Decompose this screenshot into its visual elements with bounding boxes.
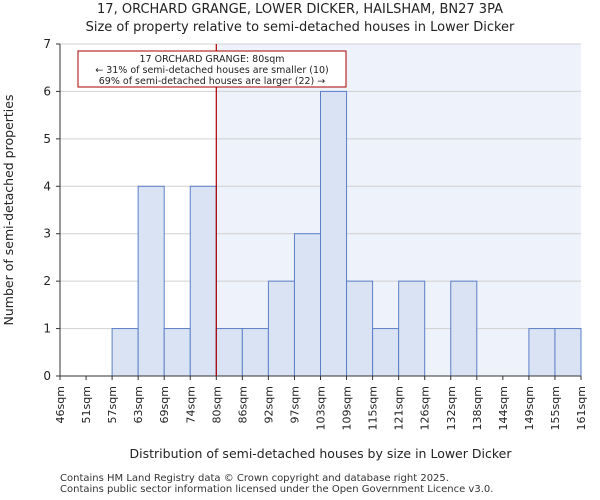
y-tick-label: 5 — [43, 132, 51, 146]
y-tick-label: 7 — [43, 37, 51, 51]
x-tick-label: 92sqm — [262, 386, 275, 423]
x-tick-label: 132sqm — [445, 386, 458, 430]
chart-title: 17, ORCHARD GRANGE, LOWER DICKER, HAILSH… — [97, 2, 503, 17]
x-tick-label: 144sqm — [497, 386, 510, 430]
x-tick-label: 161sqm — [575, 386, 588, 430]
footer-copyright: Contains HM Land Registry data © Crown c… — [60, 473, 449, 484]
x-tick-label: 80sqm — [210, 386, 223, 423]
y-axis-label: Number of semi-detached properties — [1, 95, 16, 326]
histogram-bar — [137, 185, 165, 377]
x-tick-label: 115sqm — [367, 386, 380, 430]
histogram-bar — [554, 328, 582, 377]
histogram-bar — [320, 90, 348, 377]
x-tick-label: 86sqm — [236, 386, 249, 423]
histogram-bar — [163, 328, 191, 377]
annotation-box: 17 ORCHARD GRANGE: 80sqm ← 31% of semi-d… — [77, 50, 347, 88]
chart-subtitle: Size of property relative to semi-detach… — [85, 20, 515, 35]
histogram-bar — [346, 280, 374, 377]
histogram-bar — [215, 328, 243, 377]
x-tick-label: 121sqm — [393, 386, 406, 430]
y-tick-label: 3 — [43, 227, 51, 241]
annotation-line-3: 69% of semi-detached houses are larger (… — [99, 76, 326, 87]
histogram-bar — [450, 280, 478, 377]
annotation-line-1: 17 ORCHARD GRANGE: 80sqm — [139, 54, 284, 65]
y-tick-label: 1 — [43, 322, 51, 336]
histogram-bar — [111, 328, 139, 377]
y-tick-label: 6 — [43, 84, 51, 98]
histogram-bar — [293, 233, 322, 377]
histogram-chart: 0 1 2 3 4 5 6 7 46sqm 51sqm 57sqm 63sqm 69sqm 74sqm 8… — [1, 37, 588, 461]
histogram-bar — [398, 280, 426, 377]
histogram-bar — [528, 328, 556, 377]
y-tick-label: 0 — [43, 369, 51, 383]
x-tick-label: 57sqm — [106, 386, 119, 423]
x-tick-label: 74sqm — [184, 386, 197, 423]
annotation-border — [77, 50, 347, 88]
x-tick-label: 109sqm — [341, 386, 354, 430]
x-axis-label: Distribution of semi-detached houses by … — [130, 446, 513, 461]
histogram-bar — [241, 328, 269, 377]
histogram-bar — [189, 185, 217, 377]
x-tick-label: 126sqm — [419, 386, 432, 430]
y-tick-label: 2 — [43, 274, 51, 288]
histogram-bar — [267, 280, 295, 377]
x-tick-label: 46sqm — [54, 386, 67, 423]
y-tick-label: 4 — [43, 179, 51, 193]
footer-licence: Contains public sector information licen… — [60, 484, 494, 495]
annotation-line-2: ← 31% of semi-detached houses are smalle… — [95, 65, 329, 76]
histogram-bar — [372, 328, 400, 377]
x-tick-label: 51sqm — [80, 386, 93, 423]
x-tick-label: 63sqm — [132, 386, 145, 423]
x-tick-label: 97sqm — [288, 386, 301, 423]
x-tick-label: 138sqm — [471, 386, 484, 430]
x-tick-label: 155sqm — [549, 386, 562, 430]
x-tick-label: 69sqm — [158, 386, 171, 423]
x-tick-label: 149sqm — [523, 386, 536, 430]
x-tick-label: 103sqm — [315, 386, 328, 430]
